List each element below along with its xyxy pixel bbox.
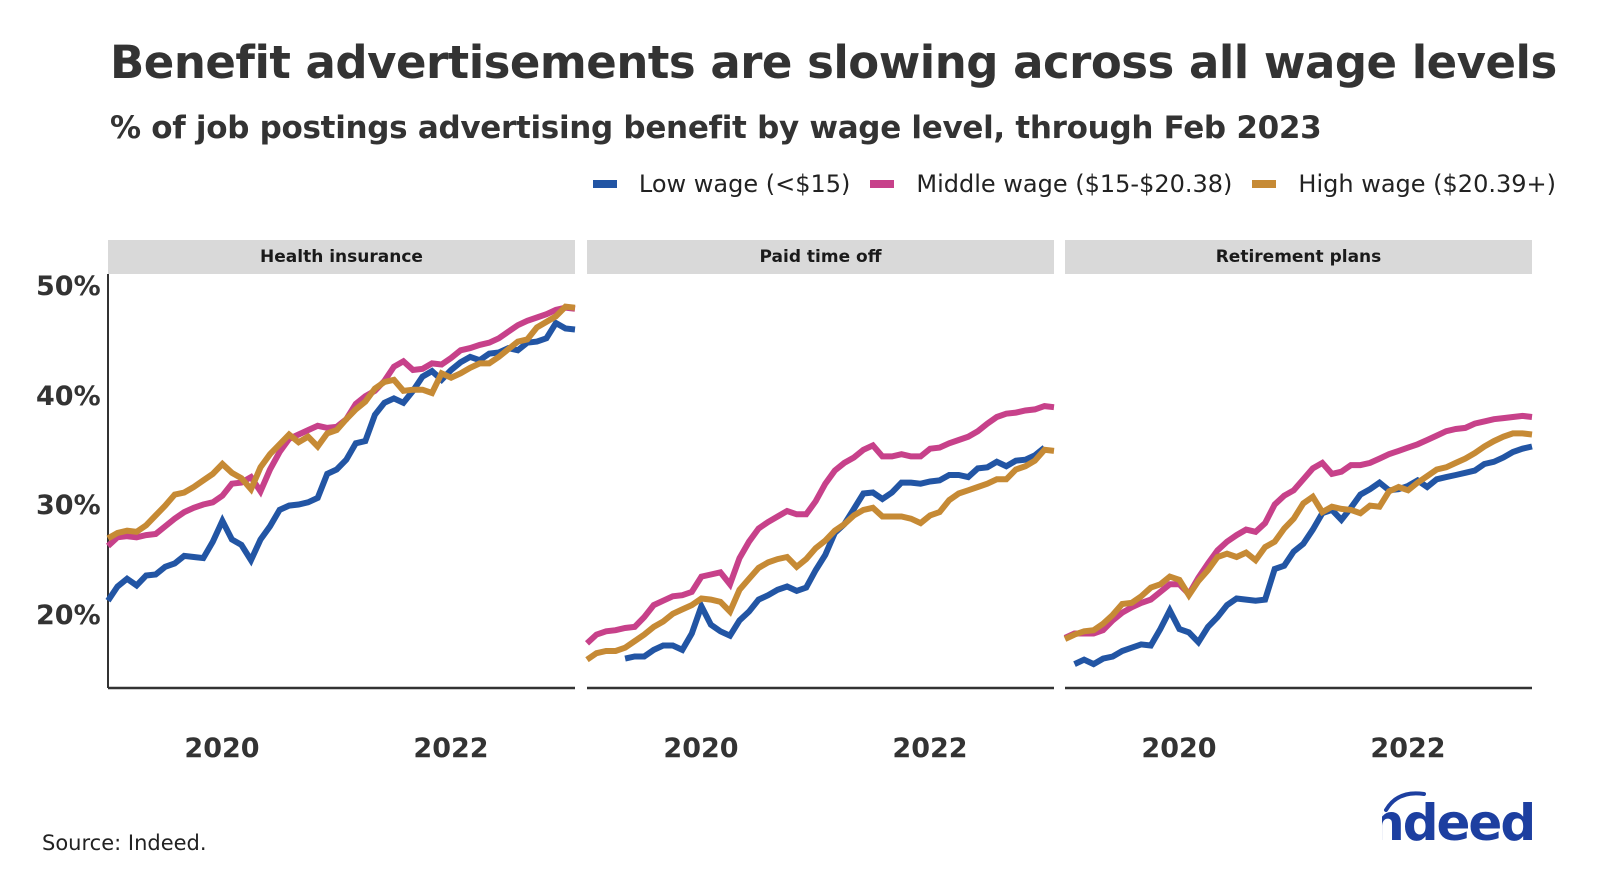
logo-arc (1384, 791, 1426, 812)
legend-swatch-high-wage (1252, 180, 1277, 188)
indeed-logo: indeed (1382, 791, 1536, 850)
series-line-middle-wage-retirement-plans (1063, 412, 1533, 641)
series-line-low-wage-health-insurance (105, 318, 576, 603)
y-tick-label-30: 30% (36, 490, 101, 521)
legend: Low wage (<$15) Middle wage ($15-$20.38)… (573, 170, 1556, 198)
x-tick-label-2020-retirement: 2020 (1141, 733, 1217, 764)
legend-item-high-wage: High wage ($20.39+) (1252, 170, 1556, 198)
series-line-low-wage-retirement-plans (1073, 443, 1533, 668)
x-tick-label-2020-health: 2020 (184, 733, 260, 764)
legend-label-low-wage: Low wage (<$15) (638, 170, 851, 198)
series-line-high-wage-health-insurance (106, 303, 576, 541)
source-note: Source: Indeed. (42, 831, 207, 855)
legend-swatch-middle-wage (870, 180, 895, 188)
y-tick-label-50: 50% (36, 271, 101, 302)
chart-title: Benefit advertisements are slowing acros… (110, 36, 1557, 89)
legend-label-middle-wage: Middle wage ($15-$20.38) (916, 170, 1233, 198)
series-line-low-wage-paid-time-off (624, 445, 1047, 662)
x-tick-label-2020-pto: 2020 (663, 733, 739, 764)
legend-label-high-wage: High wage ($20.39+) (1298, 170, 1556, 198)
facet-strip-paid-time-off: Paid time off (587, 240, 1054, 274)
y-tick-label-20: 20% (36, 600, 101, 631)
legend-item-low-wage: Low wage (<$15) (592, 170, 851, 198)
x-tick-label-2022-retirement: 2022 (1370, 733, 1446, 764)
facet-strip-retirement-plans: Retirement plans (1065, 240, 1532, 274)
logo-text: indeed (1382, 794, 1534, 850)
x-tick-label-2022-health: 2022 (413, 733, 489, 764)
series-line-high-wage-retirement-plans (1063, 430, 1533, 642)
y-tick-label-40: 40% (36, 381, 101, 412)
chart-subtitle: % of job postings advertising benefit by… (110, 110, 1322, 146)
legend-item-middle-wage: Middle wage ($15-$20.38) (870, 170, 1232, 198)
series-line-high-wage-paid-time-off (585, 446, 1055, 663)
legend-swatch-low-wage (592, 180, 617, 188)
series-line-middle-wage-paid-time-off (584, 403, 1055, 646)
facet-strip-health-insurance: Health insurance (108, 240, 575, 274)
x-tick-label-2022-pto: 2022 (892, 733, 968, 764)
